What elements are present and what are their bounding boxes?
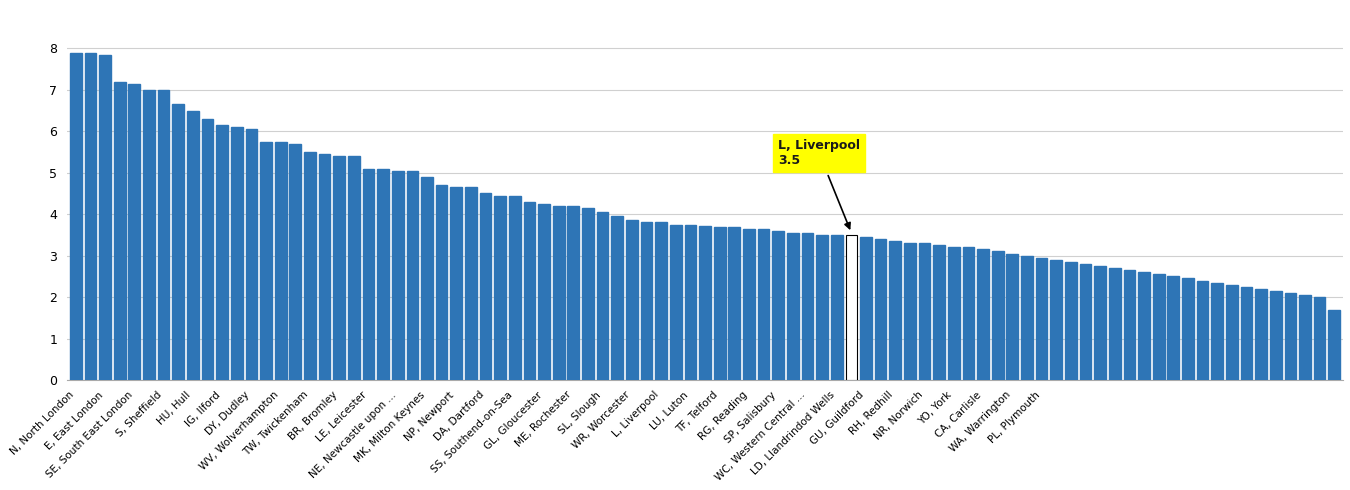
Bar bbox=[787, 233, 799, 380]
Bar bbox=[1021, 256, 1033, 380]
Bar bbox=[641, 222, 652, 380]
Bar bbox=[699, 226, 711, 380]
Bar bbox=[890, 241, 900, 380]
Bar bbox=[1299, 295, 1311, 380]
Bar bbox=[933, 245, 945, 380]
Bar bbox=[582, 208, 594, 380]
Bar bbox=[261, 142, 271, 380]
Bar bbox=[772, 231, 784, 380]
Bar bbox=[1314, 297, 1326, 380]
Bar bbox=[845, 235, 857, 380]
Bar bbox=[421, 177, 433, 380]
Bar bbox=[85, 52, 96, 380]
Bar bbox=[567, 206, 579, 380]
Bar bbox=[1226, 285, 1238, 380]
Bar bbox=[554, 206, 564, 380]
Bar bbox=[1241, 287, 1253, 380]
Bar bbox=[1138, 272, 1150, 380]
Bar bbox=[1065, 262, 1077, 380]
Bar bbox=[539, 204, 549, 380]
Bar bbox=[1196, 280, 1208, 380]
Bar bbox=[319, 154, 331, 380]
Bar bbox=[977, 249, 990, 380]
Bar bbox=[1108, 268, 1120, 380]
Bar bbox=[1183, 278, 1193, 380]
Bar bbox=[802, 233, 813, 380]
Bar bbox=[304, 152, 316, 380]
Bar bbox=[188, 111, 198, 380]
Bar bbox=[173, 104, 184, 380]
Bar bbox=[1284, 293, 1296, 380]
Bar bbox=[830, 235, 842, 380]
Bar bbox=[919, 243, 930, 380]
Bar bbox=[1080, 264, 1091, 380]
Bar bbox=[714, 227, 725, 380]
Bar bbox=[729, 227, 740, 380]
Bar bbox=[143, 90, 155, 380]
Bar bbox=[216, 125, 228, 380]
Bar bbox=[451, 187, 462, 380]
Bar bbox=[963, 247, 975, 380]
Bar bbox=[1211, 283, 1223, 380]
Bar bbox=[1035, 258, 1048, 380]
Bar bbox=[948, 247, 960, 380]
Bar bbox=[875, 239, 887, 380]
Bar bbox=[860, 237, 872, 380]
Bar bbox=[333, 156, 346, 380]
Bar bbox=[817, 235, 828, 380]
Bar bbox=[1256, 289, 1266, 380]
Bar bbox=[904, 243, 915, 380]
Bar bbox=[524, 202, 536, 380]
Bar bbox=[464, 187, 477, 380]
Bar bbox=[392, 171, 404, 380]
Bar bbox=[1270, 291, 1281, 380]
Bar bbox=[377, 169, 389, 380]
Bar bbox=[655, 222, 667, 380]
Bar bbox=[757, 229, 769, 380]
Bar bbox=[612, 216, 624, 380]
Bar bbox=[246, 129, 258, 380]
Bar bbox=[158, 90, 170, 380]
Bar bbox=[289, 144, 301, 380]
Bar bbox=[479, 194, 491, 380]
Bar bbox=[1153, 274, 1165, 380]
Bar bbox=[201, 119, 213, 380]
Bar bbox=[670, 224, 682, 380]
Bar bbox=[1328, 310, 1341, 380]
Bar bbox=[70, 52, 81, 380]
Bar bbox=[509, 196, 521, 380]
Bar bbox=[494, 196, 506, 380]
Bar bbox=[275, 142, 286, 380]
Bar bbox=[363, 169, 374, 380]
Bar bbox=[1123, 270, 1135, 380]
Bar bbox=[113, 81, 126, 380]
Bar bbox=[597, 212, 609, 380]
Bar bbox=[626, 220, 637, 380]
Bar bbox=[1095, 266, 1106, 380]
Bar bbox=[348, 156, 359, 380]
Bar bbox=[1050, 260, 1062, 380]
Bar bbox=[99, 54, 111, 380]
Bar bbox=[684, 224, 697, 380]
Bar bbox=[436, 185, 447, 380]
Bar bbox=[743, 229, 755, 380]
Bar bbox=[128, 84, 140, 380]
Bar bbox=[992, 251, 1003, 380]
Bar bbox=[1168, 276, 1179, 380]
Bar bbox=[1007, 253, 1018, 380]
Text: L, Liverpool
3.5: L, Liverpool 3.5 bbox=[778, 140, 860, 228]
Bar bbox=[231, 127, 243, 380]
Bar bbox=[406, 171, 418, 380]
